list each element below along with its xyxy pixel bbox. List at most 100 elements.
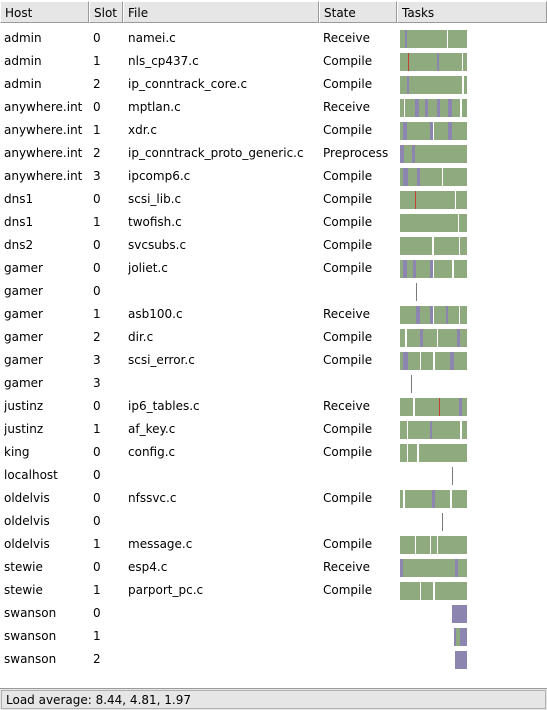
task-timeline bbox=[400, 237, 467, 255]
task-segment bbox=[403, 260, 407, 278]
file-cell bbox=[128, 510, 318, 533]
state-cell bbox=[323, 648, 397, 671]
task-timeline bbox=[400, 30, 467, 48]
task-segment bbox=[408, 421, 431, 439]
task-segment bbox=[413, 260, 417, 278]
table-row[interactable]: anywhere.int 0 mptlan.c Receive bbox=[0, 96, 547, 119]
task-segment bbox=[400, 53, 409, 71]
state-cell: Compile bbox=[323, 422, 373, 436]
host-cell: gamer bbox=[4, 261, 43, 275]
task-segment bbox=[438, 536, 467, 554]
header-slot[interactable]: Slot bbox=[89, 1, 123, 23]
task-segment bbox=[400, 191, 415, 209]
task-segment bbox=[408, 76, 463, 94]
slot-cell: 1 bbox=[93, 583, 101, 597]
table-row[interactable]: justinz 0 ip6_tables.c Receive bbox=[0, 395, 547, 418]
table-row[interactable]: swanson 2 bbox=[0, 648, 547, 671]
table-row[interactable]: stewie 0 esp4.c Receive bbox=[0, 556, 547, 579]
file-cell bbox=[128, 648, 318, 671]
task-segment bbox=[402, 559, 455, 577]
task-segment bbox=[451, 490, 467, 508]
task-segment bbox=[400, 260, 404, 278]
table-row[interactable]: admin 0 namei.c Receive bbox=[0, 27, 547, 50]
table-row[interactable]: justinz 1 af_key.c Compile bbox=[0, 418, 547, 441]
task-segment bbox=[400, 76, 407, 94]
table-row[interactable]: gamer 0 bbox=[0, 280, 547, 303]
state-cell: Receive bbox=[323, 307, 370, 321]
host-cell: dns1 bbox=[4, 215, 34, 229]
file-cell bbox=[128, 625, 318, 648]
task-segment bbox=[414, 191, 417, 209]
state-cell: Compile bbox=[323, 123, 373, 137]
table-row[interactable]: gamer 0 joliet.c Compile bbox=[0, 257, 547, 280]
state-cell: Compile bbox=[323, 353, 373, 367]
task-segment bbox=[417, 444, 419, 462]
task-segment bbox=[400, 352, 404, 370]
file-cell: joliet.c bbox=[128, 261, 168, 275]
table-row[interactable]: dns1 1 twofish.c Compile bbox=[0, 211, 547, 234]
task-segment bbox=[442, 168, 467, 186]
table-row[interactable]: king 0 config.c Compile bbox=[0, 441, 547, 464]
host-cell: oldelvis bbox=[4, 537, 50, 551]
table-row[interactable]: admin 1 nls_cp437.c Compile bbox=[0, 50, 547, 73]
slot-cell: 1 bbox=[93, 629, 101, 643]
task-segment bbox=[458, 237, 461, 255]
task-segment bbox=[453, 260, 467, 278]
state-cell bbox=[323, 372, 397, 395]
task-segment bbox=[414, 398, 439, 416]
table-row[interactable]: anywhere.int 1 xdr.c Compile bbox=[0, 119, 547, 142]
task-segment bbox=[408, 53, 410, 71]
host-cell: king bbox=[4, 445, 30, 459]
table-row[interactable]: localhost 0 bbox=[0, 464, 547, 487]
task-segment bbox=[416, 536, 431, 554]
task-segment bbox=[400, 490, 404, 508]
task-segment bbox=[436, 536, 439, 554]
table-row[interactable]: stewie 1 parport_pc.c Compile bbox=[0, 579, 547, 602]
slot-cell: 1 bbox=[93, 307, 101, 321]
table-row[interactable]: gamer 1 asb100.c Receive bbox=[0, 303, 547, 326]
table-row[interactable]: anywhere.int 2 ip_conntrack_proto_generic.… bbox=[0, 142, 547, 165]
table-row[interactable]: gamer 2 dir.c Compile bbox=[0, 326, 547, 349]
table-row[interactable]: swanson 0 bbox=[0, 602, 547, 625]
table-row[interactable]: admin 2 ip_conntrack_core.c Compile bbox=[0, 73, 547, 96]
table-row[interactable]: gamer 3 scsi_error.c Compile bbox=[0, 349, 547, 372]
slot-cell: 0 bbox=[93, 514, 101, 528]
table-row[interactable]: gamer 3 bbox=[0, 372, 547, 395]
task-segment bbox=[422, 329, 437, 347]
header-file[interactable]: File bbox=[123, 1, 319, 23]
task-segment bbox=[406, 122, 431, 140]
slot-cell: 1 bbox=[93, 537, 101, 551]
host-cell: dns2 bbox=[4, 238, 34, 252]
state-cell: Compile bbox=[323, 445, 373, 459]
slot-cell: 0 bbox=[93, 606, 101, 620]
task-segment bbox=[412, 145, 415, 163]
task-segment bbox=[404, 490, 433, 508]
header-state[interactable]: State bbox=[319, 1, 397, 23]
table-row[interactable]: dns2 0 svcsubs.c Compile bbox=[0, 234, 547, 257]
task-segment bbox=[405, 329, 407, 347]
task-timeline bbox=[400, 191, 467, 209]
header-tasks[interactable]: Tasks bbox=[397, 1, 547, 23]
task-timeline bbox=[400, 168, 467, 186]
task-segment bbox=[430, 421, 433, 439]
file-cell bbox=[128, 602, 318, 625]
table-row[interactable]: swanson 1 bbox=[0, 625, 547, 648]
file-cell: namei.c bbox=[128, 31, 176, 45]
header-host[interactable]: Host bbox=[0, 1, 89, 23]
task-segment bbox=[438, 398, 441, 416]
task-timeline bbox=[400, 53, 467, 71]
table-row[interactable]: oldelvis 0 bbox=[0, 510, 547, 533]
task-segment bbox=[436, 329, 439, 347]
table-row[interactable]: anywhere.int 3 ipcomp6.c Compile bbox=[0, 165, 547, 188]
file-cell: ip_conntrack_proto_generic.c bbox=[128, 146, 304, 160]
slot-cell: 1 bbox=[93, 54, 101, 68]
slot-cell: 0 bbox=[93, 445, 101, 459]
table-row[interactable]: oldelvis 0 nfssvc.c Compile bbox=[0, 487, 547, 510]
table-row[interactable]: oldelvis 1 message.c Compile bbox=[0, 533, 547, 556]
task-segment bbox=[420, 352, 422, 370]
task-segment bbox=[414, 536, 417, 554]
table-row[interactable]: dns1 0 scsi_lib.c Compile bbox=[0, 188, 547, 211]
host-cell: justinz bbox=[4, 399, 44, 413]
task-segment bbox=[458, 214, 467, 232]
task-segment bbox=[448, 30, 467, 48]
